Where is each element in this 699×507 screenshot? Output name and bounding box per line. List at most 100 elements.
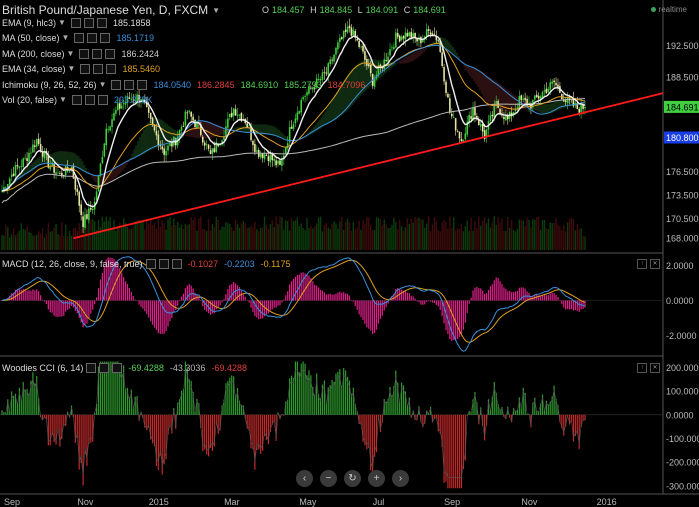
cci-histogram-bar bbox=[451, 414, 453, 489]
close-icon[interactable] bbox=[105, 49, 116, 59]
volume-bar bbox=[292, 220, 295, 250]
macd-histogram-bar bbox=[250, 300, 252, 308]
settings-icon[interactable] bbox=[99, 363, 110, 373]
volume-bar bbox=[360, 229, 362, 250]
cci-histogram-bar bbox=[443, 414, 445, 483]
candle-body bbox=[441, 52, 443, 66]
settings-icon[interactable] bbox=[93, 64, 104, 74]
settings-icon[interactable] bbox=[158, 259, 169, 269]
ichimoku-cloud-slice bbox=[56, 151, 59, 165]
macd-histogram-bar bbox=[144, 300, 146, 312]
reset-chart-button[interactable]: ↻ bbox=[344, 470, 361, 487]
cci-histogram-bar bbox=[180, 390, 183, 415]
macd-legend[interactable]: MACD (12, 26, close, 9, false, true) -0.… bbox=[2, 258, 290, 270]
macd-histogram-bar bbox=[422, 300, 424, 305]
eye-icon[interactable] bbox=[86, 363, 97, 373]
eye-icon[interactable] bbox=[111, 80, 122, 90]
close-icon[interactable] bbox=[100, 33, 111, 43]
symbol-title[interactable]: British Pound/Japanese Yen, D, FXCM ▼ bbox=[2, 3, 220, 17]
ichimoku-cloud-slice bbox=[386, 61, 389, 72]
ichimoku-cloud-slice bbox=[83, 164, 86, 172]
eye-icon[interactable] bbox=[74, 33, 85, 43]
pane-close-icon[interactable]: ✕ bbox=[650, 363, 660, 373]
volume-bar bbox=[391, 224, 393, 250]
candle-body bbox=[481, 123, 484, 132]
close-icon[interactable] bbox=[97, 95, 108, 105]
candle-body bbox=[537, 95, 540, 99]
settings-icon[interactable] bbox=[92, 49, 103, 59]
candle-body bbox=[315, 78, 318, 88]
candle-body bbox=[454, 118, 457, 131]
ichimoku-cloud-slice bbox=[29, 164, 32, 173]
eye-icon[interactable] bbox=[80, 64, 91, 74]
macd-histogram-bar bbox=[9, 295, 11, 301]
zoom-out-button[interactable]: − bbox=[320, 470, 337, 487]
indicator-row[interactable]: Vol (20, false) ▼ 293.378K bbox=[2, 94, 153, 106]
chevron-down-icon[interactable]: ▼ bbox=[59, 95, 67, 104]
macd-signal-line bbox=[1, 259, 586, 343]
ohlc-open-value: 184.457 bbox=[272, 5, 305, 15]
chevron-down-icon[interactable]: ▼ bbox=[212, 5, 221, 15]
pane-up-icon[interactable]: ↑ bbox=[637, 363, 647, 373]
volume-bar bbox=[215, 216, 217, 250]
ichimoku-cloud-slice bbox=[152, 118, 155, 150]
zoom-in-button[interactable]: + bbox=[368, 470, 385, 487]
volume-bar bbox=[117, 226, 119, 250]
cci-histogram-bar bbox=[177, 402, 179, 415]
volume-bar bbox=[288, 230, 291, 250]
eye-icon[interactable] bbox=[79, 49, 90, 59]
cci-histogram-bar bbox=[441, 414, 443, 447]
volume-bar bbox=[520, 219, 522, 250]
eye-icon[interactable] bbox=[71, 95, 82, 105]
cci-histogram-bar bbox=[348, 380, 351, 415]
macd-histogram-bar bbox=[117, 263, 119, 301]
cci-histogram-bar bbox=[273, 414, 275, 422]
candle-body bbox=[142, 98, 144, 100]
cci-histogram-bar bbox=[123, 365, 125, 415]
chevron-down-icon[interactable]: ▼ bbox=[98, 80, 107, 89]
volume-bar bbox=[256, 229, 258, 250]
macd-histogram-bar bbox=[455, 300, 457, 341]
macd-histogram-bar bbox=[302, 272, 304, 301]
settings-icon[interactable] bbox=[83, 18, 94, 28]
volume-bar bbox=[439, 231, 441, 250]
chevron-down-icon[interactable]: ▼ bbox=[67, 64, 76, 73]
eye-icon[interactable] bbox=[145, 259, 156, 269]
indicator-row[interactable]: EMA (34, close) ▼ 185.5460 bbox=[2, 63, 160, 75]
chevron-down-icon[interactable]: ▼ bbox=[58, 18, 66, 27]
indicator-row[interactable]: MA (200, close) ▼ 186.2424 bbox=[2, 48, 159, 60]
close-icon[interactable] bbox=[112, 363, 123, 373]
chevron-down-icon[interactable]: ▼ bbox=[61, 33, 70, 42]
ichimoku-cloud-slice bbox=[465, 64, 468, 71]
macd-histogram-bar bbox=[88, 300, 90, 319]
close-icon[interactable] bbox=[106, 64, 117, 74]
cci-histogram-bar bbox=[358, 414, 360, 425]
cci-legend[interactable]: Woodies CCI (6, 14) -69.4288 -43.3036 -6… bbox=[2, 362, 247, 374]
settings-icon[interactable] bbox=[84, 95, 95, 105]
indicator-row[interactable]: Ichimoku (9, 26, 52, 26) ▼ 184.0540 186.284… bbox=[2, 79, 365, 91]
ichimoku-cloud-slice bbox=[115, 167, 119, 177]
scroll-left-button[interactable]: ‹ bbox=[296, 470, 313, 487]
pane-up-icon[interactable]: ↑ bbox=[637, 259, 647, 269]
volume-bar bbox=[213, 226, 216, 250]
scroll-right-button[interactable]: › bbox=[392, 470, 409, 487]
ohlc-low-label: L bbox=[357, 5, 363, 15]
cci-histogram-bar bbox=[570, 414, 573, 422]
close-icon[interactable] bbox=[96, 18, 107, 28]
close-icon[interactable] bbox=[137, 80, 148, 90]
indicator-row[interactable]: MA (50, close) ▼ 185.1719 bbox=[2, 32, 154, 44]
candle-body bbox=[101, 156, 104, 164]
indicator-row[interactable]: EMA (9, hlc3) ▼ 185.1858 bbox=[2, 17, 151, 29]
close-icon[interactable] bbox=[171, 259, 182, 269]
chevron-down-icon[interactable]: ▼ bbox=[66, 49, 75, 58]
time-tick-label: 2015 bbox=[149, 497, 169, 507]
volume-bar bbox=[294, 220, 297, 250]
pane-close-icon[interactable]: ✕ bbox=[650, 259, 660, 269]
macd-histogram-bar bbox=[148, 300, 150, 318]
macd-histogram-bar bbox=[335, 293, 337, 301]
eye-icon[interactable] bbox=[70, 18, 81, 28]
settings-icon[interactable] bbox=[87, 33, 98, 43]
macd-histogram-bar bbox=[503, 287, 505, 301]
settings-icon[interactable] bbox=[124, 80, 135, 90]
